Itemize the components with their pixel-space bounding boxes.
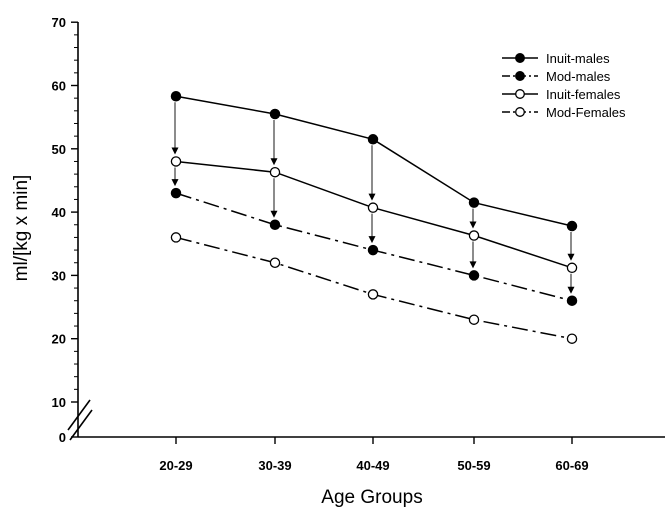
data-point-inuit-females [269,166,281,178]
legend-marker [515,53,525,63]
arrow-head [469,221,477,229]
legend-label: Mod-Females [546,105,626,120]
data-point-inuit-males [367,134,379,145]
legend-marker [515,89,525,99]
y-tick-label: 60 [52,79,66,94]
arrow-head [469,261,477,269]
data-point-mod-females [170,232,182,243]
arrow-head [171,179,179,187]
legend-label: Inuit-females [546,87,621,102]
y-axis-ticks: 0 10 20 30 40 50 60 70 [52,15,78,445]
y-tick-label: 10 [52,395,66,410]
data-point-mod-males [170,187,182,199]
x-tick-label: 20-29 [159,458,192,473]
axis-break-mark [69,409,93,441]
arrow-head [171,147,179,155]
data-point-mod-males [566,295,578,306]
data-point-mod-males [269,219,281,231]
legend-label: Mod-males [546,69,611,84]
arrow-head [270,158,278,166]
series-group [170,91,578,344]
arrow-head [368,236,376,244]
arrow-head [270,210,278,218]
legend-marker [515,107,525,117]
data-point-inuit-males [566,220,578,232]
legend-marker [515,71,525,81]
y-tick-label: 50 [52,142,66,157]
data-point-mod-females [566,333,578,344]
x-tick-label: 60-69 [555,458,588,473]
y-axis-label: ml/[kg x min] [11,175,32,282]
x-tick-label: 40-49 [356,458,389,473]
axis-break-mark [67,399,91,431]
x-axis-label: Age Groups [321,487,422,508]
y-tick-label: 20 [52,332,66,347]
legend: Inuit-males Mod-males Inuit-females Mod-Fem… [502,51,626,120]
data-point-mod-females [367,289,379,300]
x-axis-ticks: 20-29 30-39 40-49 50-59 60-69 [159,437,589,473]
y-tick-label: 0 [59,430,66,445]
arrow-head [567,286,575,294]
data-point-mod-females [468,314,480,325]
axes [67,22,665,441]
y-tick-label: 40 [52,205,66,220]
data-point-inuit-males [170,91,182,102]
data-point-mod-males [367,244,379,256]
data-point-inuit-females [468,230,480,241]
data-point-mod-males [468,270,480,281]
data-point-inuit-females [367,202,379,213]
data-point-inuit-females [566,262,578,274]
data-point-mod-females [269,257,281,268]
legend-label: Inuit-males [546,51,610,66]
x-tick-label: 30-39 [258,458,291,473]
data-point-inuit-males [269,108,281,120]
x-tick-label: 50-59 [457,458,490,473]
data-point-inuit-females [170,156,182,167]
difference-arrows [171,102,575,294]
arrow-head [567,253,575,261]
data-point-inuit-males [468,197,480,208]
arrow-head [368,193,376,201]
y-tick-label: 70 [52,15,66,30]
y-tick-label: 30 [52,268,66,283]
